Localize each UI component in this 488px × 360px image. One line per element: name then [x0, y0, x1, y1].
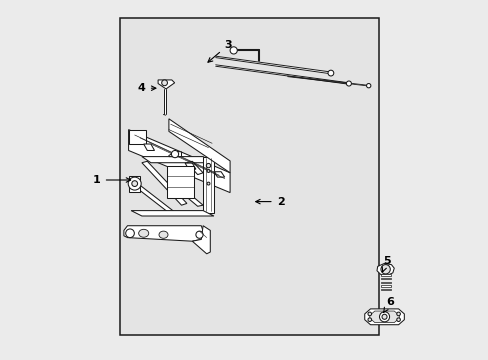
Polygon shape	[376, 264, 393, 275]
Circle shape	[380, 265, 389, 274]
Polygon shape	[158, 80, 174, 89]
Polygon shape	[203, 157, 213, 213]
Polygon shape	[131, 211, 213, 216]
Polygon shape	[168, 119, 230, 173]
Circle shape	[230, 47, 237, 54]
Polygon shape	[369, 311, 399, 323]
Circle shape	[171, 150, 178, 158]
Circle shape	[379, 312, 389, 322]
Polygon shape	[168, 151, 181, 157]
Circle shape	[367, 312, 371, 316]
Text: 3: 3	[207, 40, 232, 62]
Circle shape	[206, 163, 210, 168]
Text: 5: 5	[382, 256, 390, 272]
Circle shape	[206, 170, 209, 172]
Polygon shape	[380, 278, 390, 279]
Bar	[120, 18, 379, 335]
Polygon shape	[364, 309, 404, 325]
Polygon shape	[186, 161, 203, 175]
Polygon shape	[170, 183, 203, 206]
Circle shape	[381, 314, 386, 319]
Polygon shape	[128, 130, 230, 193]
Polygon shape	[128, 130, 145, 144]
Polygon shape	[142, 157, 212, 163]
Polygon shape	[123, 226, 203, 241]
Polygon shape	[192, 226, 210, 254]
Circle shape	[206, 182, 209, 185]
Circle shape	[366, 84, 370, 88]
Text: 4: 4	[138, 83, 156, 93]
Polygon shape	[213, 172, 224, 177]
Polygon shape	[131, 183, 176, 214]
Circle shape	[396, 318, 400, 321]
Circle shape	[396, 312, 400, 316]
Polygon shape	[167, 166, 194, 198]
Polygon shape	[380, 282, 390, 283]
Text: 2: 2	[255, 197, 284, 207]
Polygon shape	[380, 274, 390, 276]
Circle shape	[327, 70, 333, 76]
Circle shape	[128, 177, 141, 190]
Circle shape	[346, 81, 351, 86]
Ellipse shape	[159, 231, 168, 238]
Circle shape	[196, 231, 203, 238]
Circle shape	[125, 229, 134, 238]
Circle shape	[367, 318, 371, 321]
Polygon shape	[380, 285, 390, 287]
Ellipse shape	[139, 229, 148, 237]
Circle shape	[132, 181, 137, 186]
Polygon shape	[380, 289, 390, 290]
Polygon shape	[143, 144, 154, 150]
Polygon shape	[142, 161, 186, 205]
Text: 6: 6	[383, 297, 393, 312]
Polygon shape	[129, 176, 140, 192]
Circle shape	[162, 80, 167, 86]
Text: 1: 1	[93, 175, 130, 185]
Polygon shape	[185, 163, 196, 169]
